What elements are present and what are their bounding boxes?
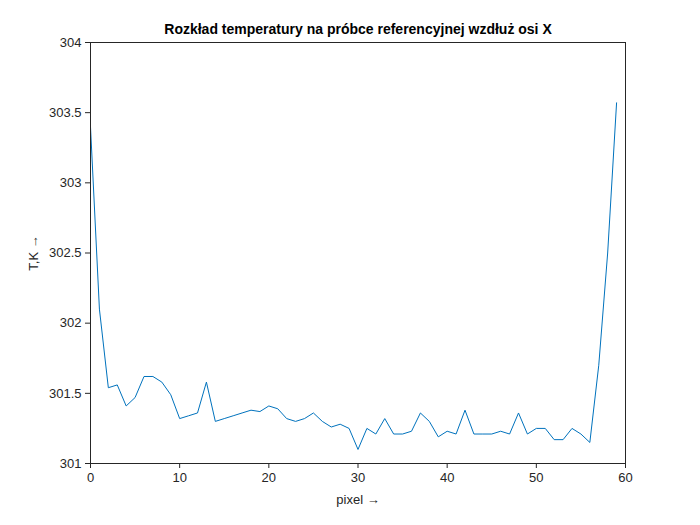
svg-text:303.5: 303.5 bbox=[49, 105, 82, 120]
svg-text:60: 60 bbox=[618, 470, 632, 485]
svg-text:302: 302 bbox=[60, 315, 82, 330]
svg-text:Rozkład temperatury na próbce: Rozkład temperatury na próbce referencyj… bbox=[164, 21, 552, 37]
svg-text:10: 10 bbox=[172, 470, 186, 485]
svg-text:304: 304 bbox=[60, 35, 82, 50]
svg-text:301: 301 bbox=[60, 456, 82, 471]
svg-text:30: 30 bbox=[351, 470, 365, 485]
svg-text:302.5: 302.5 bbox=[49, 245, 82, 260]
svg-text:40: 40 bbox=[440, 470, 454, 485]
svg-text:301.5: 301.5 bbox=[49, 385, 82, 400]
svg-text:50: 50 bbox=[529, 470, 543, 485]
svg-text:0: 0 bbox=[87, 470, 94, 485]
svg-text:pixel →: pixel → bbox=[336, 492, 379, 507]
svg-text:T,K →: T,K → bbox=[26, 235, 41, 270]
svg-text:303: 303 bbox=[60, 175, 82, 190]
svg-text:20: 20 bbox=[262, 470, 276, 485]
